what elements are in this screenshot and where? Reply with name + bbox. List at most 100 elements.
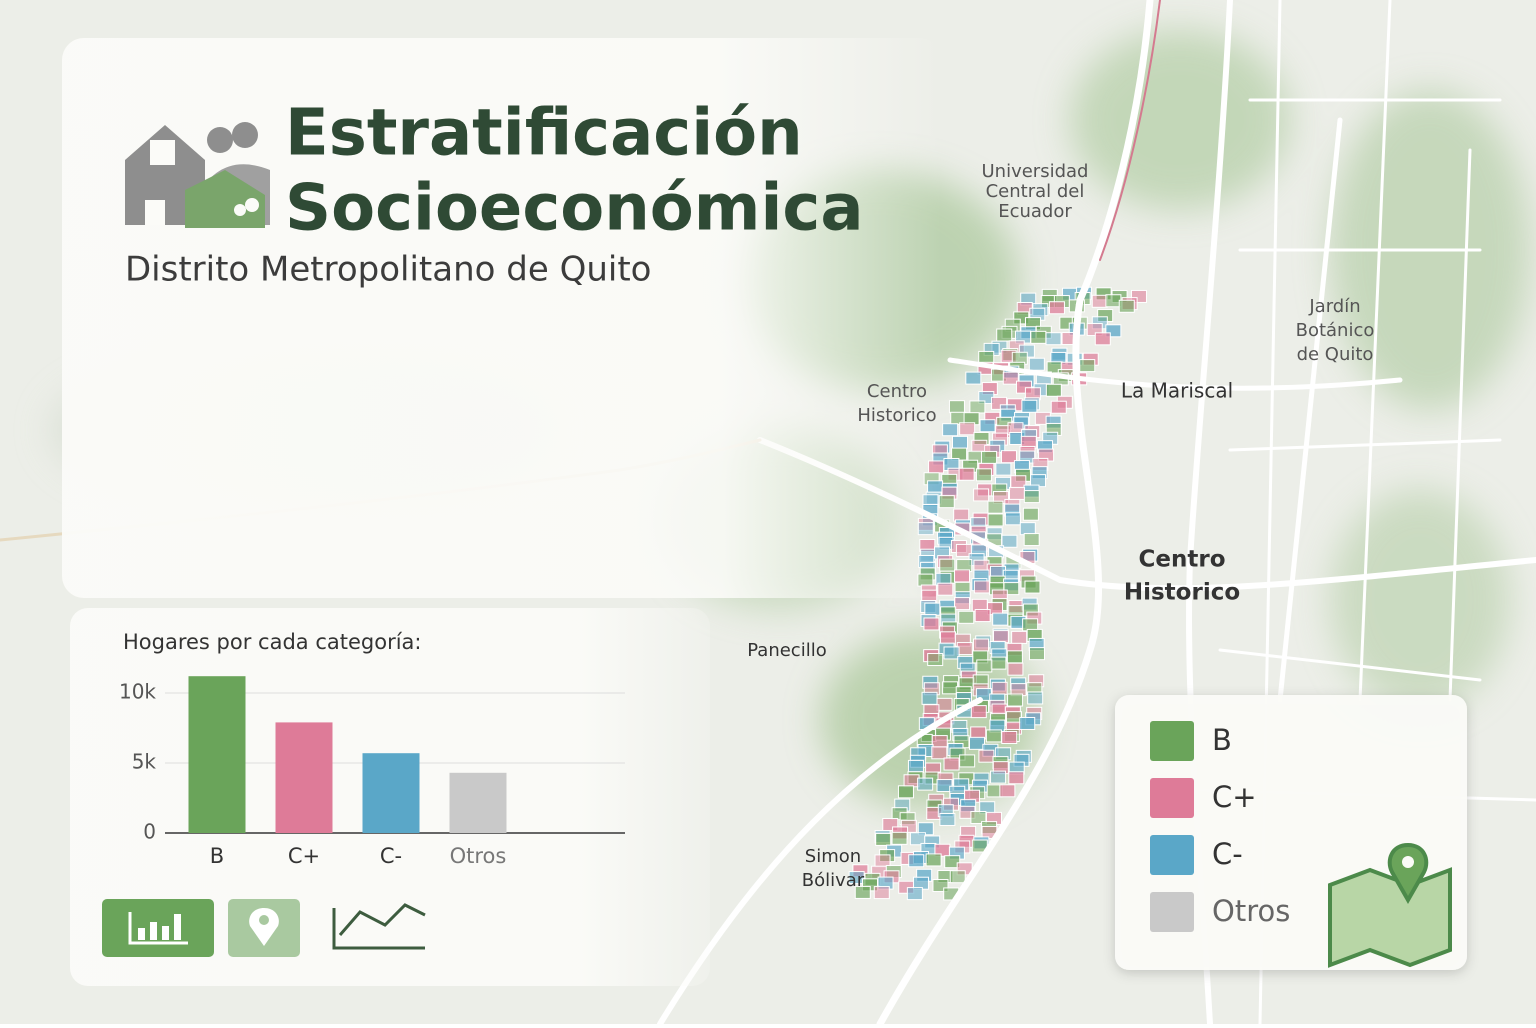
map-block [970, 705, 987, 719]
map-block [993, 630, 1010, 644]
x-tick-label: B [210, 844, 224, 868]
map-block [992, 612, 1009, 626]
legend: B C+ C- Otros [1150, 721, 1290, 932]
legend-swatch [1150, 892, 1194, 932]
map-block [1079, 359, 1096, 373]
map-block [1022, 507, 1039, 521]
map-label: de Quito [1297, 344, 1374, 365]
map-block [907, 759, 924, 773]
view-button[interactable] [102, 899, 214, 957]
map-block [1002, 371, 1019, 385]
map-block [1028, 357, 1045, 371]
map-block [942, 681, 959, 695]
map-block [1011, 630, 1028, 644]
map-block [978, 350, 995, 364]
map-block [1001, 730, 1018, 744]
map-block [1045, 383, 1062, 397]
map-block [936, 779, 953, 793]
map-block [909, 832, 926, 846]
map-block [891, 831, 908, 845]
map-label: Centro [1139, 547, 1226, 573]
map-block [979, 419, 996, 433]
map-block [908, 854, 925, 868]
map-block [873, 886, 890, 900]
map-block [897, 785, 914, 799]
map-block [985, 729, 1002, 743]
map-block [965, 371, 982, 385]
map-block [1023, 533, 1040, 547]
map-block [939, 812, 956, 826]
map-block [943, 646, 960, 660]
map-block [959, 754, 976, 768]
legend-label: Otros [1212, 894, 1290, 928]
map-block [949, 870, 966, 884]
legend-swatch [1150, 778, 1194, 818]
map-block [990, 770, 1007, 784]
map-label: Panecillo [747, 640, 826, 661]
map-label: Historico [857, 405, 936, 426]
map-block [958, 610, 975, 624]
map-block [924, 602, 941, 616]
map-block [1023, 490, 1040, 504]
map-block [906, 887, 923, 901]
map-block [1032, 303, 1049, 317]
title-panel [62, 38, 942, 598]
y-tick-label: 5k [132, 750, 157, 774]
trend-view-button[interactable] [332, 903, 426, 950]
map-block [1019, 522, 1036, 536]
map-block [923, 617, 940, 631]
map-block [960, 799, 977, 813]
title-line: Estratificación [285, 97, 803, 171]
map-block [1091, 294, 1108, 308]
y-tick-label: 0 [143, 820, 156, 844]
map-block [1118, 299, 1135, 313]
chart-title: Hogares por cada categoría: [123, 630, 421, 654]
map-block [1097, 309, 1114, 323]
legend-swatch [1150, 835, 1194, 875]
map-block [1004, 318, 1021, 332]
map-block [987, 500, 1004, 514]
title-icon [125, 122, 270, 228]
legend-label: B [1212, 723, 1232, 757]
map-block [1007, 662, 1024, 676]
map-block [987, 513, 1004, 527]
map-block [927, 653, 944, 667]
map-block [981, 821, 998, 835]
map-block [994, 425, 1011, 439]
map-block [1004, 512, 1021, 526]
title-line: Socioeconómica [285, 172, 864, 246]
map-block [1030, 330, 1047, 344]
map-block [1006, 650, 1023, 664]
map-block [943, 457, 960, 471]
map-block [942, 423, 959, 437]
map-block [999, 784, 1016, 798]
map-block [1105, 294, 1122, 308]
map-label: La Mariscal [1121, 379, 1233, 403]
map-label: Botánico [1296, 320, 1375, 341]
map-block [1028, 674, 1045, 688]
map-block [1009, 486, 1026, 500]
x-tick-label: Otros [450, 844, 507, 868]
map-block [969, 736, 986, 750]
map-label: Historico [1124, 580, 1240, 606]
map-block [1001, 534, 1018, 548]
map-icon [1328, 842, 1452, 968]
map-block [1027, 691, 1044, 705]
map-block [917, 777, 934, 791]
map-block [976, 659, 993, 673]
map-view-button[interactable] [228, 899, 300, 957]
legend-label: C- [1212, 837, 1243, 871]
map-block [931, 746, 948, 760]
map-block [879, 849, 896, 863]
bar [362, 753, 420, 833]
map-block [972, 638, 989, 652]
map-block [944, 855, 961, 869]
map-block [991, 483, 1008, 497]
map-block [921, 691, 938, 705]
map-block [903, 774, 920, 788]
map-block [973, 580, 990, 594]
map-block [1094, 332, 1111, 346]
bar-chart: 0 5k 10k B C+ C- Otros [119, 676, 625, 868]
map-label: Simon [805, 846, 861, 867]
map-block [939, 558, 956, 572]
